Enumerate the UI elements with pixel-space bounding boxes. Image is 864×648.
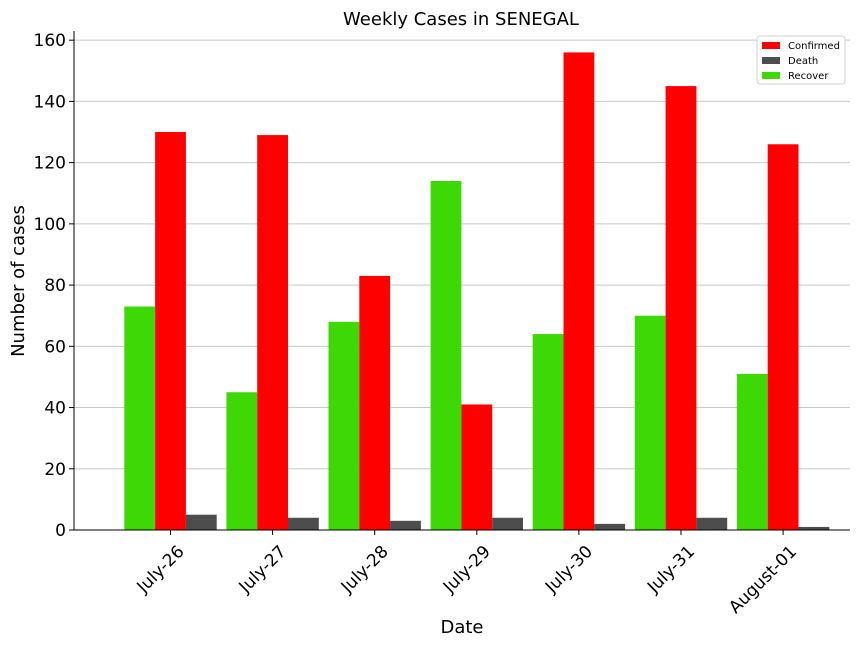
bar-recover	[430, 181, 462, 530]
y-tick-label: 120	[34, 154, 66, 174]
bar-confirmed	[257, 135, 288, 531]
x-axis-ticks: July-26 July-27 July-28 July-29 July-30 July-…	[133, 530, 801, 618]
x-tick-label: July-26	[133, 542, 189, 598]
bar-recover	[124, 306, 156, 530]
legend-label-recover: Recover	[788, 71, 829, 82]
x-tick-label: July-28	[337, 542, 393, 598]
bar-death	[798, 526, 830, 530]
x-tick-label: August-01	[725, 542, 801, 618]
bar-recover	[532, 334, 564, 530]
bar-recover	[736, 373, 768, 530]
bar-recover	[634, 315, 666, 530]
x-tick-label: July-27	[235, 542, 291, 598]
legend-swatch-confirmed	[762, 42, 780, 49]
bars	[124, 52, 830, 531]
legend-swatch-recover	[762, 72, 780, 79]
bar-confirmed	[359, 275, 391, 530]
x-tick-label: July-31	[643, 542, 699, 598]
legend-label-death: Death	[788, 56, 818, 67]
y-axis-label: Number of cases	[8, 205, 29, 357]
axes	[73, 31, 850, 531]
y-tick-label: 140	[34, 92, 66, 112]
legend-label-confirmed: Confirmed	[788, 41, 840, 52]
y-tick-label: 80	[44, 276, 66, 296]
bar-death	[185, 514, 217, 530]
bar-confirmed	[767, 144, 799, 530]
y-tick-label: 40	[44, 399, 66, 419]
bar-death	[390, 520, 421, 530]
legend-swatch-death	[762, 57, 780, 64]
bar-confirmed	[461, 404, 493, 530]
y-tick-label: 20	[44, 460, 66, 480]
y-axis-ticks: 0 20 40 60 80 100 120 140 160	[34, 31, 74, 541]
bar-recover	[226, 392, 258, 530]
y-tick-label: 160	[34, 31, 66, 51]
chart-title: Weekly Cases in SENEGAL	[343, 9, 579, 30]
bar-death	[594, 523, 626, 530]
legend: Confirmed Death Recover	[756, 35, 846, 85]
bar-confirmed	[155, 132, 186, 530]
x-tick-label: July-30	[541, 542, 597, 598]
bar-death	[492, 517, 523, 530]
bar-death	[696, 517, 728, 530]
bar-confirmed	[665, 86, 697, 530]
bar-death	[288, 517, 319, 530]
bar-confirmed	[563, 52, 595, 531]
grid-lines	[74, 39, 850, 531]
y-tick-label: 100	[34, 215, 66, 235]
x-tick-label: July-29	[439, 542, 495, 598]
x-axis-label: Date	[440, 617, 483, 638]
y-tick-label: 0	[55, 521, 66, 541]
bar-recover	[328, 321, 360, 530]
y-tick-label: 60	[44, 337, 66, 357]
